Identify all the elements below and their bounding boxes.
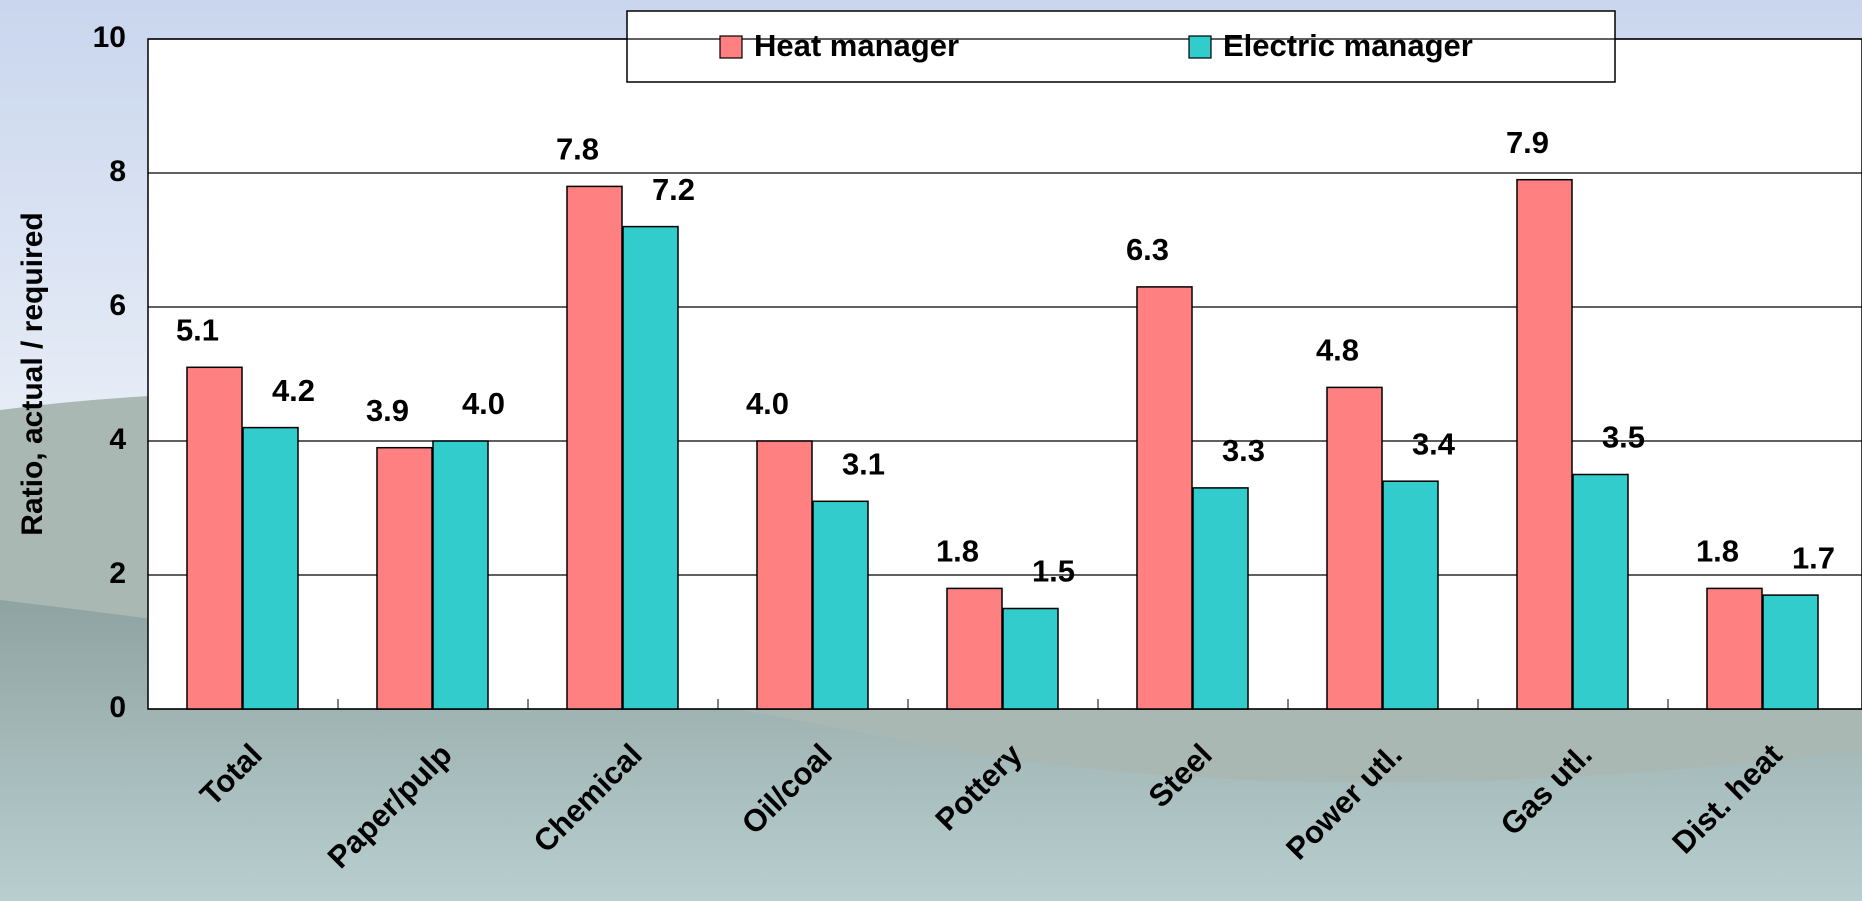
value-label: 7.8 xyxy=(556,132,599,167)
bar xyxy=(376,446,433,710)
y-axis-label: Ratio, actual / required xyxy=(16,212,49,535)
bar xyxy=(812,500,869,710)
legend-label: Heat manager xyxy=(754,28,959,63)
bar xyxy=(1136,286,1193,710)
value-label: 3.4 xyxy=(1412,426,1456,461)
value-label: 4.0 xyxy=(746,386,789,421)
value-label: 3.1 xyxy=(842,446,885,481)
bar xyxy=(242,426,299,710)
legend-swatch xyxy=(1188,35,1212,59)
y-tick-label: 10 xyxy=(93,21,126,54)
value-label: 3.5 xyxy=(1602,420,1645,455)
bar xyxy=(186,366,243,710)
bar xyxy=(1762,594,1819,710)
legend-box xyxy=(626,10,1616,83)
legend-swatch xyxy=(719,35,743,59)
value-label: 5.1 xyxy=(176,312,219,347)
y-tick-label: 0 xyxy=(109,691,126,724)
bar xyxy=(1516,178,1573,710)
value-label: 1.8 xyxy=(936,534,979,569)
value-label: 1.8 xyxy=(1696,534,1739,569)
value-label: 3.9 xyxy=(366,393,409,428)
bar xyxy=(432,440,489,710)
bar xyxy=(566,185,623,710)
value-label: 7.9 xyxy=(1506,125,1549,160)
y-tick-label: 8 xyxy=(109,155,126,188)
value-label: 4.8 xyxy=(1316,333,1359,368)
bar xyxy=(756,440,813,710)
bar xyxy=(622,225,679,710)
value-label: 1.5 xyxy=(1032,554,1075,589)
legend-label: Electric manager xyxy=(1223,28,1473,63)
value-label: 7.2 xyxy=(652,172,695,207)
legend xyxy=(626,10,1616,83)
bar xyxy=(1706,587,1763,710)
value-label: 3.3 xyxy=(1222,433,1265,468)
bar xyxy=(1572,473,1629,710)
value-label: 4.2 xyxy=(272,373,315,408)
value-label: 1.7 xyxy=(1792,540,1835,575)
value-label: 6.3 xyxy=(1126,232,1169,267)
bar xyxy=(1326,386,1383,710)
y-tick-label: 2 xyxy=(109,557,126,590)
value-label: 4.0 xyxy=(462,386,505,421)
bar xyxy=(946,587,1003,710)
y-tick-label: 4 xyxy=(109,423,126,456)
bar xyxy=(1382,480,1439,710)
bar xyxy=(1192,487,1249,710)
bar xyxy=(1002,607,1059,710)
y-tick-label: 6 xyxy=(109,289,126,322)
